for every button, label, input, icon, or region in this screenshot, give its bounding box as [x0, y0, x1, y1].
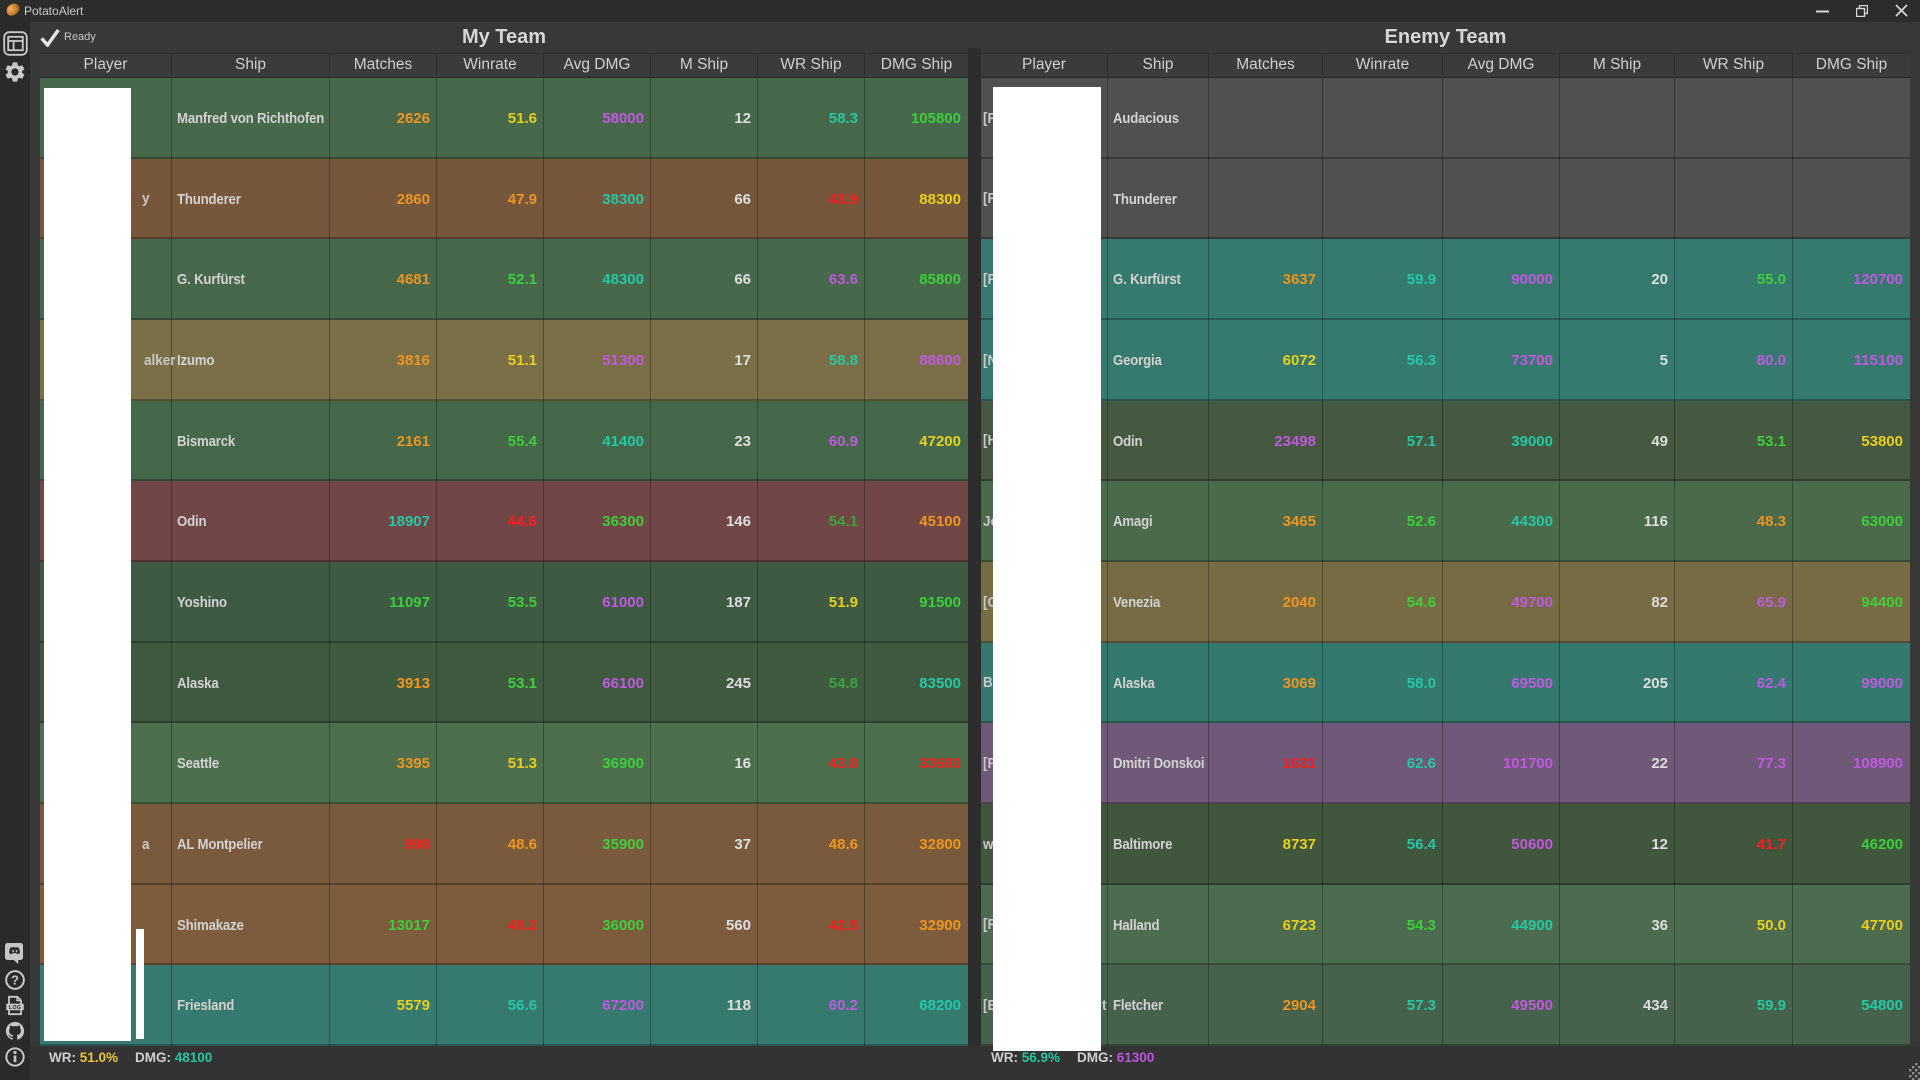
svg-text:LOG: LOG [9, 1005, 21, 1011]
svg-text:?: ? [11, 973, 19, 988]
